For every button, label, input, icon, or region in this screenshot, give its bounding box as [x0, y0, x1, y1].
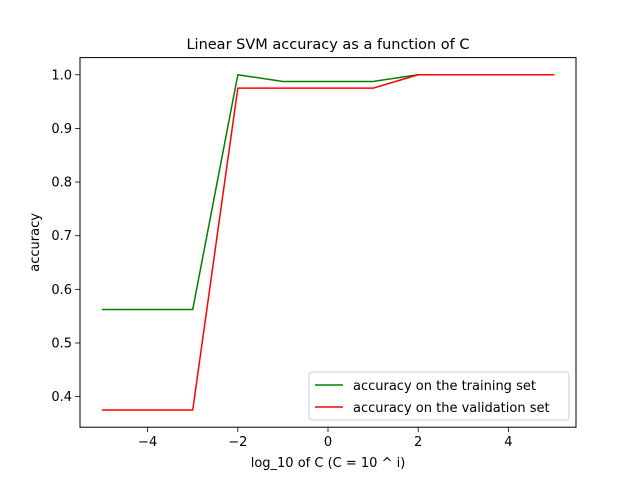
legend-label-validation: accuracy on the validation set	[353, 401, 550, 416]
y-tick-label: 0.4	[51, 390, 72, 405]
y-tick-label: 0.6	[51, 283, 72, 298]
y-tick-label: 0.9	[51, 122, 72, 137]
x-tick-label: 0	[324, 435, 332, 450]
series-line-0	[101, 74, 555, 311]
legend-box	[308, 371, 570, 421]
x-tick-label: 4	[504, 435, 512, 450]
legend: accuracy on the training set accuracy on…	[308, 371, 570, 421]
x-tick-label: 2	[414, 435, 422, 450]
x-tick-label: −4	[138, 435, 157, 450]
y-tick-label: 0.5	[51, 336, 72, 351]
legend-label-training: accuracy on the training set	[353, 379, 536, 394]
y-tick-label: 0.7	[51, 229, 72, 244]
x-axis: −4 −2 0 2 4	[138, 427, 513, 450]
series-layer	[101, 74, 555, 411]
y-axis: 0.4 0.5 0.6 0.7 0.8 0.9 1.0	[51, 68, 80, 405]
y-tick-label: 0.8	[51, 176, 72, 191]
x-axis-label: log_10 of C (C = 10 ^ i)	[251, 456, 406, 471]
x-tick-label: −2	[228, 435, 247, 450]
series-line-1	[101, 74, 555, 411]
y-tick-label: 1.0	[51, 68, 72, 83]
y-axis-label: accuracy	[28, 213, 43, 272]
chart-title: Linear SVM accuracy as a function of C	[186, 37, 469, 53]
